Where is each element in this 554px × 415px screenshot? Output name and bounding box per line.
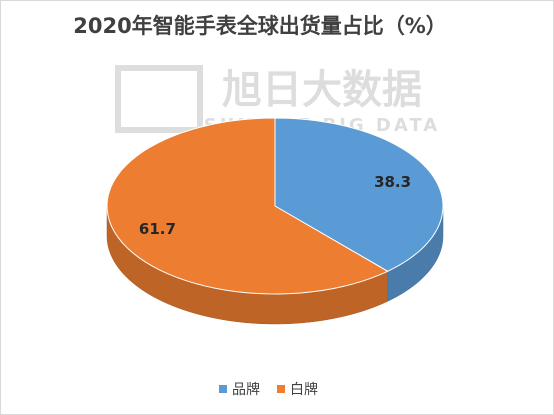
slice: [106, 117, 389, 295]
legend-label: 白牌: [290, 381, 318, 398]
legend-label: 品牌: [232, 381, 260, 398]
watermark-logo: [115, 65, 203, 133]
chart-title: 2020年智能手表全球出货量占比（%）: [73, 14, 447, 38]
watermark-text: 旭日大数据: [222, 67, 422, 113]
slice: [274, 117, 444, 272]
legend-swatch: [219, 385, 227, 393]
data-label: 38.3: [374, 173, 411, 191]
data-label: 61.7: [139, 220, 176, 238]
pie: 38.3 61.7: [106, 117, 444, 325]
legend-swatch: [277, 385, 285, 393]
legend: 品牌 白牌: [219, 381, 318, 398]
